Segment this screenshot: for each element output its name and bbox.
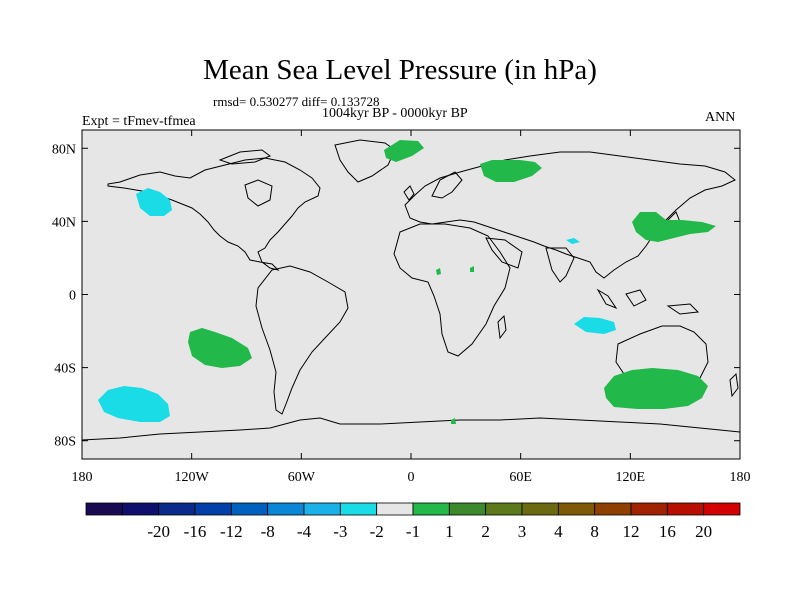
anomaly-negative-south-pacific [98, 386, 170, 422]
colorbar-label: 1 [445, 522, 454, 541]
coast-new-guinea [666, 303, 700, 315]
anomaly-negative-gulf-of-alaska [136, 188, 172, 216]
coast-south-america [255, 265, 349, 415]
lat-tick-label: 80N [52, 142, 76, 157]
colorbar-label: -12 [220, 522, 243, 541]
colorbar-swatch-1 [121, 502, 160, 516]
colorbar-swatch-11 [485, 502, 523, 516]
colorbar-label: 20 [695, 522, 712, 541]
longitude-axis: 180 120W 60W 0 60E 120E 180 [72, 130, 751, 485]
colorbar-swatch-10 [448, 502, 487, 516]
lat-tick-label: 0 [69, 289, 76, 304]
coast-borneo [625, 289, 647, 307]
latitude-axis: 80N 40N 0 40S 80S [52, 142, 740, 450]
lon-tick-label: 120W [175, 470, 210, 485]
colorbar-swatch-3 [194, 502, 232, 516]
coast-new-zealand [729, 372, 739, 398]
coast-hudson-bay [244, 179, 273, 207]
colorbar-label: 12 [623, 522, 640, 541]
stats-label: rmsd= 0.530277 diff= 0.133728 [213, 94, 380, 109]
coast-africa [393, 223, 511, 357]
colorbar-label: -3 [333, 522, 347, 541]
colorbar-label: 2 [481, 522, 490, 541]
colorbar-swatch-15 [630, 502, 668, 516]
lon-tick-label: 0 [408, 470, 415, 485]
anomaly-positive-africa-small-1 [436, 268, 441, 275]
colorbar-label: -1 [406, 522, 420, 541]
colorbar-swatch-5 [267, 502, 305, 516]
colorbar-label: 8 [590, 522, 599, 541]
map-background [82, 130, 740, 459]
lat-tick-label: 40S [54, 362, 76, 377]
lon-tick-label: 60W [288, 470, 316, 485]
colorbar-label: 16 [659, 522, 676, 541]
experiment-label: Expt = tFmev-tfmea [82, 114, 196, 129]
lon-tick-label: 180 [72, 470, 93, 485]
coast-india [545, 247, 575, 283]
lat-tick-label: 40N [52, 215, 76, 230]
anomaly-positive-south-pacific [188, 328, 252, 368]
colorbar-swatch-4 [230, 502, 269, 516]
season-label: ANN [705, 110, 736, 125]
colorbar-label: -4 [297, 522, 312, 541]
colorbar-swatch-8 [376, 502, 414, 516]
colorbar-label: -20 [147, 522, 170, 541]
colorbar-swatch-16 [666, 502, 705, 516]
colorbar-swatch-13 [557, 502, 596, 516]
colorbar-label: 3 [518, 522, 527, 541]
lon-tick-label: 180 [730, 470, 751, 485]
coast-madagascar [497, 314, 507, 340]
coast-arctic-islands [218, 149, 272, 165]
anomaly-positive-africa-small-2 [470, 266, 474, 272]
coast-arabia [485, 237, 523, 269]
colorbar-swatch-14 [594, 502, 632, 516]
coast-scandinavia [431, 171, 463, 199]
colorbar-swatch-12 [521, 502, 559, 516]
chart-title: Mean Sea Level Pressure (in hPa) [203, 54, 597, 86]
colorbar: -20 -16 -12 -8 -4 -3 -2 -1 1 2 3 4 8 12 16 20 [85, 502, 741, 541]
colorbar-swatch-6 [303, 502, 341, 516]
coast-greenland [334, 139, 396, 183]
lon-tick-label: 60E [509, 470, 532, 485]
coast-sumatra [596, 288, 618, 310]
colorbar-label: -16 [184, 522, 207, 541]
coast-britain [403, 185, 415, 201]
coast-north-america [107, 157, 321, 271]
colorbar-swatch-9 [412, 502, 450, 516]
anomaly-positive-east-asia [632, 212, 716, 242]
anomaly-negative-arabian-small [566, 238, 580, 244]
anomaly-positive-southern-ocean [604, 368, 708, 409]
colorbar-swatch-7 [339, 502, 378, 516]
coast-antarctica [81, 417, 741, 441]
anomaly-positive-antarctic-small [451, 418, 456, 424]
period-label: 1004kyr BP - 0000kyr BP [322, 106, 468, 121]
colorbar-label: 4 [554, 522, 563, 541]
colorbar-label: -8 [261, 522, 275, 541]
anomaly-positive-greenland-sea [384, 140, 424, 162]
lon-tick-label: 120E [616, 470, 646, 485]
colorbar-swatch-0 [85, 502, 123, 516]
anomaly-negative-indian-ocean [574, 317, 616, 334]
anomaly-positive-barents-siberia [480, 160, 542, 182]
colorbar-swatch-17 [703, 502, 741, 516]
colorbar-label: -2 [370, 522, 384, 541]
lat-tick-label: 80S [54, 435, 76, 450]
colorbar-swatch-2 [158, 502, 196, 516]
